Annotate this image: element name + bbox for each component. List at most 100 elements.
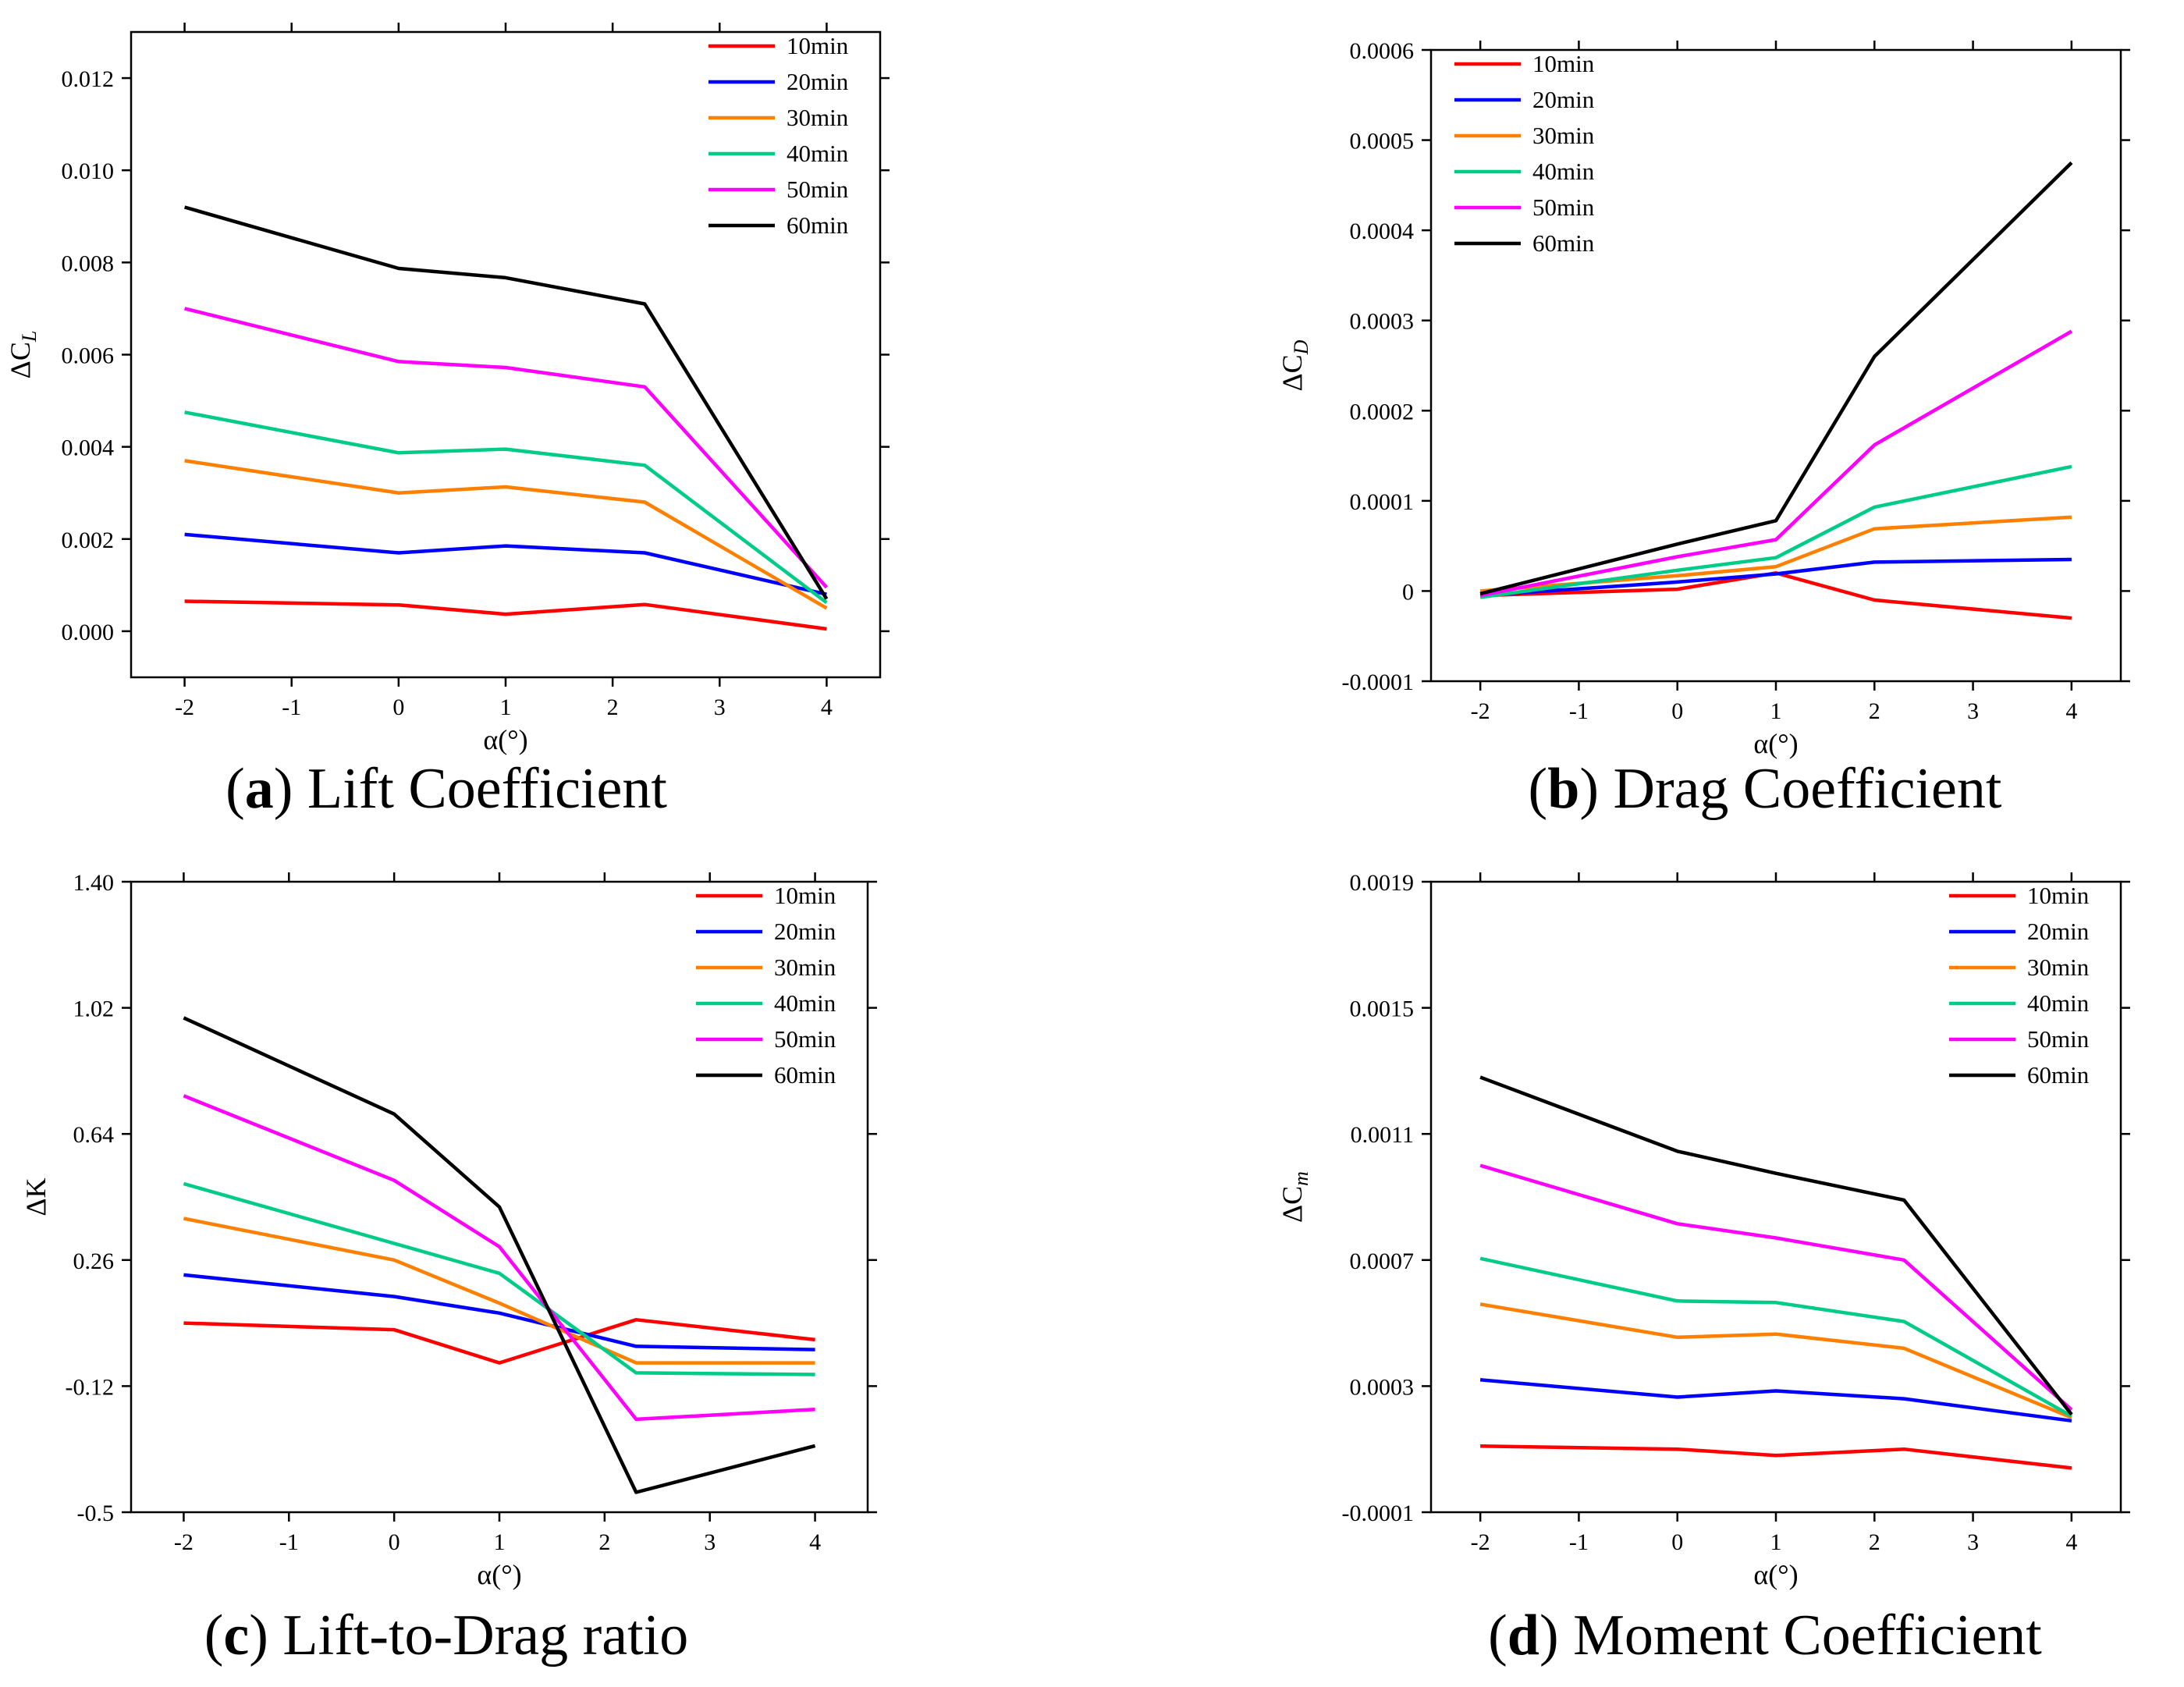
x-tick-label: -2 [1471, 1529, 1490, 1555]
x-tick-label: 2 [1869, 1529, 1880, 1555]
legend-label-30min: 30min [1532, 122, 1595, 149]
x-tick-label: -1 [279, 1529, 299, 1555]
legend-label-60min: 60min [1532, 229, 1595, 257]
caption-paren-open: ( [1529, 757, 1548, 821]
x-tick-label: -2 [1471, 698, 1490, 724]
legend-label-30min: 30min [787, 104, 849, 131]
x-axis-label: α(°) [1753, 728, 1798, 759]
y-tick-label: 0.0003 [1350, 1374, 1415, 1400]
x-axis-label: α(°) [483, 724, 527, 755]
series-line-50min [1479, 1163, 2073, 1412]
y-tick-label: 0.0005 [1350, 129, 1415, 154]
legend-label-30min: 30min [2027, 954, 2090, 981]
caption-text: ) Lift Coefficient [274, 757, 668, 821]
y-tick-label: 0.0004 [1350, 218, 1415, 244]
caption-letter: d [1507, 1604, 1539, 1667]
legend-label-30min: 30min [774, 954, 836, 981]
y-tick-label: 0.26 [73, 1248, 115, 1274]
series-line-10min [184, 599, 827, 631]
chart-panel-d: -2 -1 0 1 2 3 4 -0.0001 0.0003 0.0007 0.0011 0.0015… [1277, 870, 2130, 1667]
y-tick-label: 0.004 [62, 435, 115, 461]
x-tick-label: -2 [174, 1529, 194, 1555]
chart-panel-b: -2 -1 0 1 2 3 4 -0.0001 0 0.0001 0.0002 0.0003 0.000… [1277, 38, 2130, 821]
y-axis-label-subscript: m [1290, 1171, 1312, 1186]
series-line-20min [183, 1273, 815, 1351]
x-tick-label: 3 [1967, 1529, 1979, 1555]
x-tick-label: -1 [1569, 1529, 1589, 1555]
x-tick-label: 1 [1770, 698, 1782, 724]
x-tick-label: 2 [1869, 698, 1880, 724]
x-tick-label: 2 [607, 694, 619, 720]
x-tick-label: -1 [282, 694, 301, 720]
legend-label-40min: 40min [1532, 158, 1595, 185]
legend-label-50min: 50min [787, 176, 849, 203]
x-tick-label: 3 [704, 1529, 716, 1555]
series-line-40min [183, 1181, 815, 1376]
series-line-30min [1479, 1302, 2072, 1419]
y-tick-label: 0.0007 [1350, 1248, 1415, 1274]
legend-label-10min: 10min [1532, 50, 1595, 77]
legend-label-50min: 50min [774, 1025, 836, 1053]
series-line-10min [1480, 1444, 2072, 1470]
x-tick-label: -2 [175, 694, 194, 720]
caption-letter: c [223, 1604, 249, 1667]
y-tick-label: -0.0001 [1342, 669, 1415, 695]
y-axis-label-main: ΔC [5, 342, 36, 378]
y-axis-label: ΔCL [5, 331, 41, 379]
caption-paren-open: ( [1488, 1604, 1507, 1667]
series-line-60min [1479, 1075, 2073, 1416]
y-axis-label: ΔCm [1277, 1171, 1312, 1223]
caption-paren-open: ( [204, 1604, 224, 1667]
y-tick-label: 0.0003 [1350, 309, 1415, 335]
series-line-20min [1479, 1378, 2072, 1423]
y-tick-label: 0.008 [62, 250, 115, 276]
legend-label-50min: 50min [1532, 194, 1595, 221]
x-tick-label: 1 [1770, 1529, 1782, 1555]
legend-label-40min: 40min [2027, 989, 2090, 1017]
x-tick-label: 3 [714, 694, 726, 720]
caption-text: ) Drag Coefficient [1579, 757, 2002, 821]
legend-label-10min: 10min [774, 882, 836, 909]
x-axis-label: α(°) [477, 1559, 521, 1590]
y-axis-label-main: ΔC [1277, 1186, 1308, 1223]
x-tick-label: 4 [2065, 1529, 2077, 1555]
panel-caption: (b) Drag Coefficient [1529, 757, 2002, 821]
y-tick-label: 0.002 [62, 527, 115, 553]
series-line-30min [184, 459, 828, 610]
legend-label-60min: 60min [774, 1061, 836, 1089]
y-tick-label: 0.0002 [1350, 399, 1415, 424]
series-line-30min [1479, 515, 2072, 593]
series-line-30min [183, 1216, 815, 1365]
legend-label-20min: 20min [774, 918, 836, 945]
y-tick-label: 0.012 [62, 66, 115, 92]
y-tick-label: 0.0006 [1350, 38, 1415, 64]
caption-text: ) Moment Coefficient [1539, 1604, 2042, 1667]
panel-caption: (a) Lift Coefficient [226, 757, 667, 821]
legend-label-60min: 60min [2027, 1061, 2090, 1089]
legend-label-50min: 50min [2027, 1025, 2090, 1053]
y-tick-label: 1.02 [73, 996, 115, 1022]
x-tick-label: 1 [494, 1529, 506, 1555]
y-tick-label: 1.40 [73, 870, 115, 896]
y-axis-label: ΔK [20, 1177, 51, 1216]
panel-caption: (c) Lift-to-Drag ratio [204, 1604, 689, 1667]
y-axis-label-main: ΔK [20, 1177, 51, 1216]
series-line-60min [1479, 161, 2073, 596]
legend-label-40min: 40min [774, 989, 836, 1017]
y-axis-label-subscript: L [18, 331, 41, 343]
chart-panel-a: -2 -1 0 1 2 3 4 0.000 0.002 0.004 0.006 0.008 0.010 0… [5, 23, 890, 821]
x-tick-label: 4 [809, 1529, 821, 1555]
y-tick-label: -0.12 [66, 1374, 115, 1400]
series-line-50min [1479, 329, 2073, 598]
x-tick-label: 0 [392, 694, 404, 720]
y-tick-label: -0.0001 [1342, 1501, 1415, 1526]
y-tick-label: 0.0019 [1350, 870, 1415, 896]
x-tick-label: 1 [500, 694, 512, 720]
y-tick-label: 0 [1402, 579, 1414, 605]
y-axis-label: ΔCD [1277, 339, 1312, 391]
legend-label-10min: 10min [2027, 882, 2090, 909]
series-line-20min [184, 532, 827, 596]
y-tick-label: 0.0001 [1350, 489, 1415, 515]
y-tick-label: -0.5 [77, 1501, 115, 1526]
